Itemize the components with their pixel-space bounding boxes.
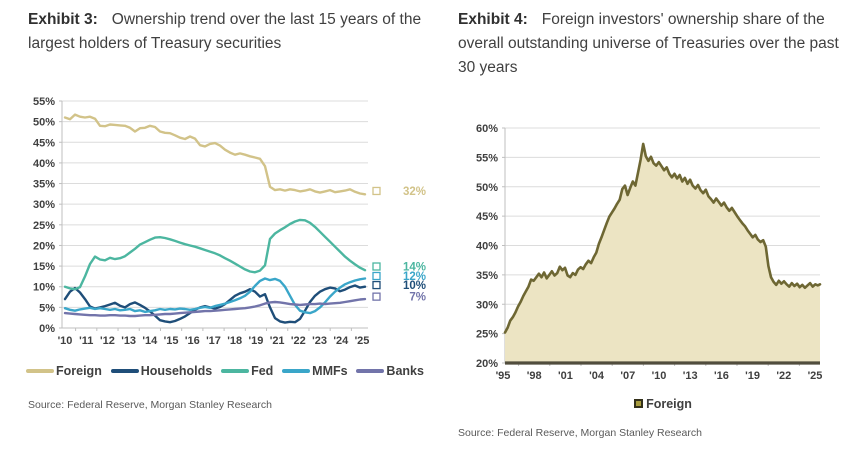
y-tick-label: 55% <box>33 96 55 108</box>
exhibit3-line-chart: 0% 5% 10% 15% 20% 25% 30% 35% 40% 45% 50% 55% '10 '11… <box>33 96 426 347</box>
series-line-fed <box>63 218 367 291</box>
end-marker-households <box>372 280 381 290</box>
series-line-foreign <box>63 113 367 196</box>
y-tick-label: 30% <box>476 299 498 311</box>
x-tick-label: '11 <box>79 335 93 347</box>
legend-swatch-foreign <box>26 369 54 373</box>
x-tick-label: '13 <box>683 370 698 382</box>
x-tick-label: '07 <box>620 370 635 382</box>
y-tick-label: 40% <box>33 158 55 170</box>
legend-swatch-banks <box>356 369 385 373</box>
legend-item-foreign: Foreign <box>26 364 102 378</box>
x-tick-label: '23 <box>312 335 327 347</box>
legend-swatch-mmfs <box>282 369 311 373</box>
end-label-foreign: 32% <box>403 186 426 198</box>
y-tick-label: 15% <box>33 261 55 273</box>
end-marker-mmfs <box>372 271 381 281</box>
x-tick-label: '01 <box>558 370 573 382</box>
series-line-mmfs <box>63 277 367 315</box>
x-tick-label: '22 <box>291 335 306 347</box>
exhibit3-label: Exhibit 3: <box>28 11 98 28</box>
y-tick-label: 20% <box>33 240 55 252</box>
series-line-households <box>63 284 367 324</box>
y-tick-label: 50% <box>476 182 498 194</box>
exhibit3-title-text: Ownership trend over the last 15 years o… <box>28 11 422 52</box>
legend-swatch-fed <box>221 369 250 373</box>
exhibit3-source: Source: Federal Reserve, Morgan Stanley … <box>28 399 272 411</box>
legend-swatch-households <box>110 369 139 373</box>
y-tick-label: 0% <box>39 323 55 335</box>
legend-label-foreign: Foreign <box>56 364 102 378</box>
exhibit3-title: Exhibit 3: Ownership trend over the last … <box>28 8 426 56</box>
exhibit4-title: Exhibit 4: Foreign investors' ownership s… <box>458 8 850 80</box>
exhibit4-source: Source: Federal Reserve, Morgan Stanley … <box>458 427 702 439</box>
legend-label-banks: Banks <box>386 364 424 378</box>
x-tick-label: '13 <box>121 335 136 347</box>
y-tick-label: 50% <box>33 117 55 129</box>
y-tick-label: 25% <box>476 329 498 341</box>
end-label-mmfs: 12% <box>403 271 426 283</box>
x-tick-label: '98 <box>527 370 542 382</box>
end-marker-banks <box>372 292 381 301</box>
x-tick-label: '95 <box>496 370 511 382</box>
exhibit4-legend: Foreign <box>463 395 857 413</box>
x-tick-label: '10 <box>58 335 73 347</box>
x-tick-label: '16 <box>185 335 200 347</box>
y-tick-label: 40% <box>476 241 498 253</box>
legend-label-households: Households <box>140 364 213 378</box>
y-tick-label: 35% <box>33 179 55 191</box>
x-tick-label: '19 <box>745 370 760 382</box>
x-tick-label: '25 <box>355 335 370 347</box>
exhibit4-area-chart: 20% 25% 30% 35% 40% 45% 50% 55% 60% '95 '98 '01 '04 '… <box>476 123 823 382</box>
x-tick-label: '10 <box>652 370 667 382</box>
legend-item-fed: Fed <box>221 364 273 378</box>
legend-label-foreign: Foreign <box>646 396 692 411</box>
legend-swatch-foreign <box>634 399 644 408</box>
y-tick-label: 20% <box>476 358 498 370</box>
y-tick-label: 60% <box>476 123 498 135</box>
exhibit4-title-text: Foreign investors' ownership share of th… <box>458 11 839 76</box>
y-tick-label: 55% <box>476 152 498 164</box>
legend-label-fed: Fed <box>251 364 274 378</box>
x-tick-label: '19 <box>248 335 263 347</box>
y-tick-label: 10% <box>33 282 55 294</box>
x-tick-label: '25 <box>808 370 823 382</box>
exhibit3-legend: Foreign Households Fed MMFs Banks <box>26 364 424 378</box>
x-tick-label: '18 <box>227 335 242 347</box>
legend-label-mmfs: MMFs <box>312 364 348 378</box>
end-marker-fed <box>372 262 381 271</box>
series-line-foreign <box>503 142 822 334</box>
x-tick-label: '22 <box>776 370 791 382</box>
end-label-households: 10% <box>403 280 426 292</box>
x-tick-label: '21 <box>270 335 285 347</box>
y-tick-label: 25% <box>33 220 55 232</box>
x-tick-label: '04 <box>589 370 605 382</box>
x-tick-label: '16 <box>714 370 729 382</box>
end-marker-foreign <box>372 186 381 196</box>
series-line-banks <box>63 297 367 318</box>
y-tick-label: 30% <box>33 199 55 211</box>
legend-item-banks: Banks <box>356 364 424 378</box>
x-tick-label: '15 <box>164 335 179 347</box>
end-label-fed: 14% <box>403 262 426 274</box>
legend-item-households: Households <box>110 364 213 378</box>
exhibit4-label: Exhibit 4: <box>458 11 528 28</box>
y-tick-label: 45% <box>33 137 55 149</box>
end-label-banks: 7% <box>409 292 426 304</box>
x-tick-label: '17 <box>206 335 221 347</box>
y-tick-label: 45% <box>476 211 498 223</box>
x-tick-label: '14 <box>142 335 158 347</box>
x-tick-label: '12 <box>100 335 115 347</box>
area-fill-foreign <box>505 143 820 363</box>
y-tick-label: 5% <box>39 302 55 314</box>
x-tick-label: '24 <box>333 335 349 347</box>
legend-item-mmfs: MMFs <box>282 364 348 378</box>
y-tick-label: 35% <box>476 270 498 282</box>
